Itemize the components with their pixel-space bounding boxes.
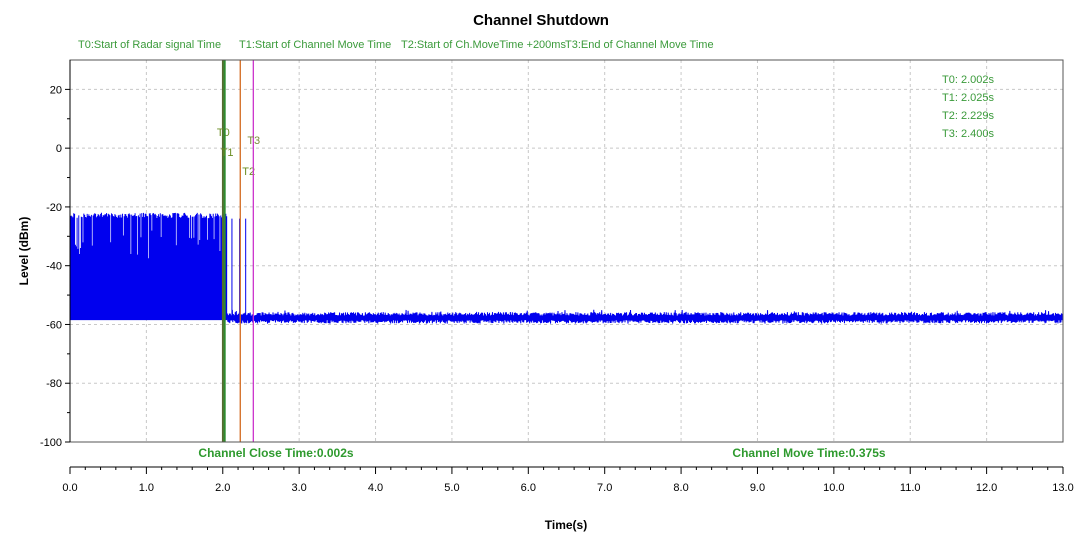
y-tick-label: -40	[46, 261, 62, 273]
x-tick-label: 1.0	[139, 482, 154, 494]
y-tick-label: -100	[40, 437, 62, 449]
x-tick-label: 4.0	[368, 482, 383, 494]
marker-readouts: T0: 2.002s T1: 2.025s T2: 2.229s T3: 2.4…	[942, 74, 994, 140]
marker-label-t0: T0	[217, 127, 230, 139]
y-tick-label: 20	[50, 84, 62, 96]
readout-t2: T2: 2.229s	[942, 110, 994, 122]
series-noise-floor	[226, 309, 1064, 324]
marker-label-t1: T1	[221, 147, 234, 159]
y-tick-label: -60	[46, 319, 62, 331]
x-axis: 0.0 1.0 2.0 3.0 4.0 5.0 6.0 7.0 8.0 9.0 10.0 11.0 12…	[62, 466, 1074, 494]
channel-move-time-note: Channel Move Time:0.375s	[732, 446, 885, 460]
readout-t1: T1: 2.025s	[942, 92, 994, 104]
x-tick-label: 9.0	[750, 482, 765, 494]
x-tick-label: 2.0	[215, 482, 230, 494]
legend-entry-t2: T2:Start of Ch.MoveTime +200ms	[401, 39, 566, 51]
x-axis-title: Time(s)	[545, 518, 587, 532]
x-tick-label: 6.0	[521, 482, 536, 494]
channel-close-time-note: Channel Close Time:0.002s	[198, 446, 354, 460]
legend-entry-t1: T1:Start of Channel Move Time	[239, 39, 391, 51]
x-tick-label: 13.0	[1052, 482, 1073, 494]
x-tick-label: 10.0	[823, 482, 844, 494]
x-tick-label: 11.0	[900, 482, 921, 494]
chart-title: Channel Shutdown	[473, 12, 609, 29]
series-trace	[69, 212, 1064, 324]
y-tick-label: 0	[56, 143, 62, 155]
legend-entry-t3: T3:End of Channel Move Time	[565, 39, 714, 51]
y-axis-title: Level (dBm)	[17, 217, 31, 286]
marker-label-t3: T3	[247, 135, 260, 147]
x-tick-label: 12.0	[976, 482, 997, 494]
x-tick-label: 7.0	[597, 482, 612, 494]
marker-lines: T0 T1 T2 T3	[217, 60, 260, 442]
x-tick-label: 0.0	[62, 482, 77, 494]
y-tick-label: -20	[46, 202, 62, 214]
readout-t3: T3: 2.400s	[942, 128, 994, 140]
x-tick-label: 5.0	[444, 482, 459, 494]
x-tick-label: 8.0	[673, 482, 688, 494]
y-axis: 20 0 -20 -40 -60 -80 -100	[40, 60, 71, 449]
series-burst-pulses	[69, 212, 247, 319]
readout-t0: T0: 2.002s	[942, 74, 994, 86]
x-tick-label: 3.0	[292, 482, 307, 494]
legend-entry-t0: T0:Start of Radar signal Time	[78, 39, 221, 51]
marker-label-t2: T2	[242, 166, 255, 178]
legend: T0:Start of Radar signal Time T1:Start o…	[78, 39, 714, 51]
y-tick-label: -80	[46, 378, 62, 390]
